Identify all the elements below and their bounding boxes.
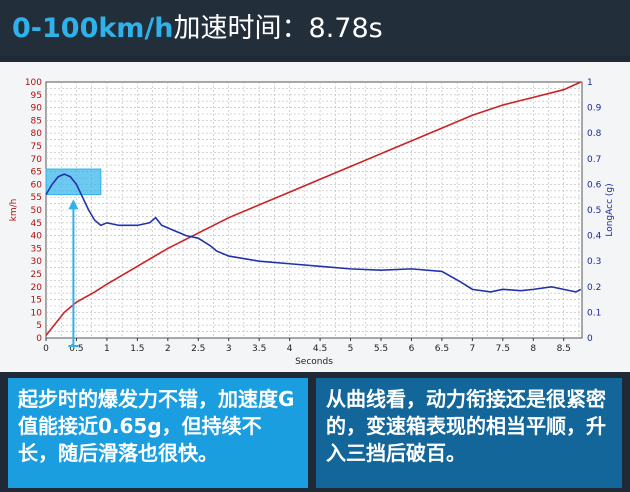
y-right-tick-label: 0.1 (587, 308, 601, 318)
x-tick-label: 8.5 (557, 344, 571, 354)
caption-right: 从曲线看，动力衔接还是很紧密的，变速箱表现的相当平顺，升入三挡后破百。 (316, 378, 622, 488)
y-left-tick-label: 60 (31, 180, 43, 190)
x-tick-label: 5 (348, 344, 354, 354)
x-axis-label: Seconds (295, 357, 333, 367)
x-tick-label: 8 (530, 344, 536, 354)
y-left-tick-label: 30 (31, 257, 43, 267)
y-left-tick-label: 25 (31, 270, 42, 280)
header-bar: 0-100km/h加速时间：8.78s (0, 0, 630, 56)
y-left-tick-label: 70 (31, 155, 43, 165)
y-left-tick-label: 50 (31, 206, 43, 216)
x-tick-label: 4.5 (313, 344, 327, 354)
x-tick-label: 6 (409, 344, 415, 354)
y-left-tick-label: 100 (25, 78, 42, 88)
x-tick-label: 7.5 (496, 344, 510, 354)
x-tick-label: 1.5 (130, 344, 144, 354)
title-metric: 0-100km/h (12, 13, 174, 44)
x-tick-label: 3.5 (252, 344, 266, 354)
annotation-arrow-head (68, 199, 79, 210)
page-title: 0-100km/h加速时间：8.78s (12, 6, 383, 45)
y-left-tick-label: 55 (31, 193, 42, 203)
y-right-tick-label: 0.8 (587, 129, 602, 139)
y-left-tick-label: 0 (36, 334, 42, 344)
y-right-tick-label: 0.3 (587, 257, 601, 267)
x-tick-label: 6.5 (435, 344, 449, 354)
acceleration-chart: 0 0.5 1 1.5 2 2.5 3 3.5 4 4.5 5 5.5 6 6.5 7 7.5 8 8.50510… (9, 78, 615, 367)
x-tick-label: 2 (165, 344, 171, 354)
x-tick-label: 1 (104, 344, 110, 354)
y-left-tick-label: 15 (31, 296, 42, 306)
y-right-tick-label: 0.2 (587, 283, 601, 293)
x-tick-label: 4 (287, 344, 293, 354)
y-left-tick-label: 95 (31, 91, 42, 101)
x-tick-label: 0 (43, 344, 49, 354)
y-left-tick-label: 65 (31, 168, 42, 178)
acceleration-series-line (45, 173, 582, 293)
speed-series-line (45, 81, 582, 336)
x-tick-label: 7 (469, 344, 475, 354)
caption-left: 起步时的爆发力不错，加速度G值能接近0.65g，但持续不长，随后滑落也很快。 (8, 378, 308, 488)
y-right-tick-label: 0.6 (587, 180, 602, 190)
y-left-tick-label: 45 (31, 219, 42, 229)
y-left-tick-label: 80 (31, 129, 43, 139)
y-left-tick-label: 75 (31, 142, 42, 152)
title-value: 加速时间：8.78s (173, 13, 383, 44)
y-left-tick-label: 5 (36, 321, 42, 331)
y-left-tick-label: 85 (31, 116, 42, 126)
y-left-tick-label: 40 (31, 232, 43, 242)
y-right-tick-label: 0 (587, 334, 593, 344)
x-tick-label: 5.5 (374, 344, 388, 354)
x-tick-label: 2.5 (191, 344, 205, 354)
x-tick-label: 0.5 (69, 344, 83, 354)
y-left-axis-label: km/h (9, 199, 19, 222)
y-right-axis-label: LongAcc (g) (605, 183, 615, 236)
y-left-tick-label: 10 (31, 308, 43, 318)
x-tick-label: 3 (226, 344, 232, 354)
y-left-tick-label: 35 (31, 244, 42, 254)
y-right-tick-label: 1 (587, 78, 593, 88)
y-left-tick-label: 90 (31, 104, 43, 114)
y-right-tick-label: 0.5 (587, 206, 601, 216)
y-right-tick-label: 0.4 (587, 232, 602, 242)
y-right-tick-label: 0.9 (587, 104, 602, 114)
y-right-tick-label: 0.7 (587, 155, 601, 165)
y-left-tick-label: 20 (31, 283, 43, 293)
